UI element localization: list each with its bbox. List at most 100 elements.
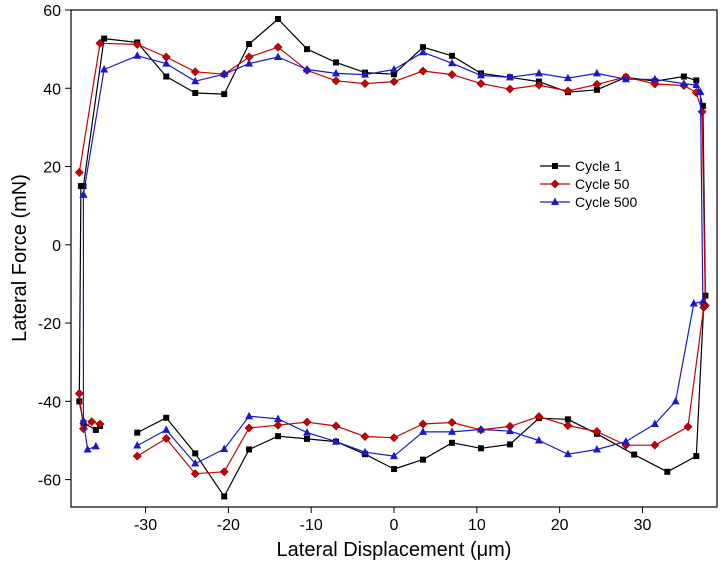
data-point (447, 58, 456, 67)
legend: Cycle 1 Cycle 50 Cycle 500 (540, 158, 637, 210)
data-point (190, 67, 200, 77)
data-point (74, 389, 84, 398)
data-point (680, 73, 687, 80)
data-point (275, 433, 282, 440)
data-point (79, 190, 88, 198)
y-tick-label: -60 (38, 473, 61, 490)
data-point (418, 427, 427, 435)
data-point (389, 433, 399, 443)
x-tick-label: -20 (217, 517, 240, 534)
data-point (134, 429, 141, 436)
data-point (331, 421, 341, 431)
data-point (419, 456, 426, 463)
data-point (273, 42, 283, 52)
series-layer (74, 16, 710, 500)
data-point (332, 68, 341, 77)
data-point (95, 419, 105, 429)
data-point (699, 102, 706, 109)
data-point (303, 64, 312, 73)
data-point (162, 425, 171, 433)
data-point (302, 417, 312, 427)
data-point (505, 72, 514, 81)
legend-marker (550, 179, 560, 189)
data-point (447, 70, 457, 79)
data-point (245, 59, 254, 67)
legend-marker (551, 197, 559, 205)
data-point (274, 52, 283, 60)
data-point (74, 167, 84, 177)
legend-item: Cycle 1 (540, 158, 622, 174)
data-point (100, 64, 109, 73)
data-point (650, 419, 659, 428)
y-axis-label: Lateral Force (mN) (9, 174, 31, 342)
data-point (693, 453, 700, 460)
data-point (563, 421, 573, 431)
data-point (476, 425, 485, 433)
data-point (191, 76, 200, 85)
legend-item: Cycle 50 (540, 176, 630, 192)
data-point (274, 414, 283, 422)
data-point (418, 47, 427, 56)
data-point (361, 447, 370, 456)
series-line (82, 51, 704, 465)
data-point (333, 59, 340, 66)
data-point (390, 451, 398, 460)
data-point (505, 84, 515, 94)
data-point (304, 46, 311, 53)
legend-marker (552, 163, 558, 169)
data-point (476, 70, 485, 79)
y-tick-label: 0 (52, 238, 61, 255)
data-point (132, 451, 142, 461)
series-line (78, 42, 706, 475)
legend-label: Cycle 50 (575, 176, 630, 192)
data-point (192, 450, 199, 457)
data-point (101, 35, 108, 42)
data-point (631, 451, 638, 458)
y-tick-label: 40 (43, 81, 61, 98)
data-point (79, 416, 88, 424)
data-point (697, 107, 707, 117)
data-point (95, 38, 105, 48)
x-tick-label: 30 (634, 517, 652, 534)
data-point (447, 427, 456, 435)
data-point (360, 79, 370, 88)
x-tick-label: -30 (134, 517, 157, 534)
data-point (534, 435, 543, 444)
data-point (132, 40, 142, 49)
data-point (192, 89, 199, 96)
data-point (418, 66, 428, 76)
data-point (534, 68, 543, 77)
data-point (447, 418, 457, 427)
data-point (418, 419, 428, 429)
data-point (683, 422, 693, 432)
data-point (699, 302, 709, 312)
data-point (448, 52, 455, 59)
data-point (621, 437, 630, 445)
data-point (87, 417, 97, 427)
data-point (304, 435, 311, 442)
data-point (191, 459, 200, 467)
data-point (593, 86, 600, 93)
data-point (563, 73, 572, 82)
data-point (161, 434, 171, 443)
data-point (221, 91, 228, 98)
y-tick-label: -40 (38, 394, 61, 411)
data-point (689, 299, 698, 307)
data-point (331, 76, 341, 86)
x-axis: -30 -20 -10 0 10 20 30 (134, 507, 651, 534)
data-point (244, 423, 254, 433)
y-tick-label: 20 (43, 160, 61, 177)
data-point (163, 414, 170, 421)
data-point (275, 16, 282, 23)
data-point (389, 77, 399, 87)
data-point (83, 444, 92, 453)
data-point (592, 79, 602, 89)
data-point (419, 44, 426, 51)
data-point (592, 444, 601, 453)
data-point (390, 64, 398, 73)
x-tick-label: -10 (300, 517, 323, 534)
x-tick-label: 20 (551, 517, 569, 534)
y-axis: -60 -40 -20 0 20 40 60 (38, 3, 71, 490)
